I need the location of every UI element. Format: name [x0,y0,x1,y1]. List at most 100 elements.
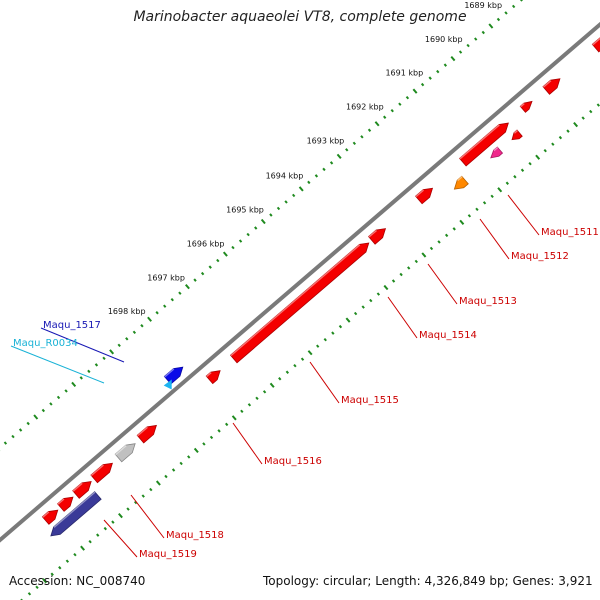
outer-scale-tick [246,232,250,237]
outer-scale-tick [374,121,380,127]
scale-label: 1695 kbp [226,206,264,215]
gene-feature [90,462,113,484]
gene-feature [56,496,74,512]
outer-scale-tick [49,402,53,406]
gene-feature [136,424,157,444]
outer-scale-tick [322,167,326,172]
inner-scale-tick [407,266,411,270]
genome-backbone [0,21,600,543]
inner-scale-tick [391,279,396,283]
inner-scale-tick [369,298,373,303]
inner-scale-tick [361,305,365,309]
outer-scale-tick [64,389,68,393]
gene-feature-highlight [72,482,83,492]
outer-scale-tick [504,11,508,15]
map-title: Marinobacter aquaeolei VT8, complete gen… [133,9,467,25]
inner-scale-tick [353,311,358,316]
scale-label: 1689 kbp [464,1,502,10]
inner-scale-tick [171,468,176,472]
outer-scale-tick [428,76,432,80]
inner-scale-tick [209,435,214,440]
gene-label: Maqu_R0034 [13,338,78,349]
outer-scale-tick [405,95,410,100]
inner-scale-tick [202,442,206,446]
inner-scale-tick [141,494,145,498]
gene-label: Maqu_1511 [541,227,599,238]
inner-scale-tick [581,116,585,120]
outer-scale-tick [208,265,212,269]
inner-scale-tick [179,461,183,466]
gene-feature-highlight [520,103,525,108]
inner-scale-tick [126,507,130,511]
inner-scale-tick [240,409,244,414]
outer-scale-tick [185,284,190,290]
inner-scale-tick [155,480,161,486]
gene-feature-highlight [513,130,518,134]
inner-scale-tick [331,331,335,335]
inner-scale-tick [399,272,403,277]
outer-scale-tick [147,316,152,322]
outer-scale-tick [511,4,516,9]
gene-feature-highlight [57,498,65,505]
label-leader-line [427,263,458,305]
label-leader-line [309,361,340,404]
outer-scale-tick [87,369,91,374]
inner-scale-tick [285,370,290,374]
accession-text: Accession: NC_008740 [9,574,146,588]
outer-scale-tick [71,381,77,388]
outer-scale-tick [33,414,39,420]
gene-feature [41,509,59,525]
outer-scale-tick [216,258,220,263]
inner-scale-tick [528,161,532,166]
scale-label: 1692 kbp [346,103,384,112]
gene-label: Maqu_1515 [341,395,399,406]
inner-scale-tick [255,396,259,401]
outer-scale-tick [466,43,470,48]
scale-label: 1691 kbp [385,69,423,78]
inner-scale-tick [262,390,267,394]
outer-scale-tick [436,69,440,74]
gene-feature [367,228,387,245]
inner-scale-tick [88,539,92,544]
inner-scale-tick [421,252,427,258]
inner-scale-tick [269,382,275,388]
gene-feature-highlight [90,464,104,477]
outer-scale-tick [41,408,46,413]
gene-feature-highlight [415,189,425,198]
inner-scale-tick [118,512,123,519]
inner-scale-tick [596,103,600,107]
inner-scale-tick [73,552,77,557]
outer-scale-tick [269,213,273,217]
inner-scale-tick [338,324,343,329]
inner-scale-tick [383,284,389,291]
outer-scale-tick [443,63,448,67]
outer-scale-tick [352,141,357,146]
gene-feature [205,370,221,385]
outer-scale-tick [170,297,174,302]
scale-label: 1693 kbp [307,137,345,146]
outer-scale-tick [140,324,144,328]
outer-scale-tick [231,245,235,250]
outer-scale-tick [450,55,456,62]
scale-label: 1698 kbp [108,307,146,316]
inner-scale-tick [429,246,434,251]
gene-feature-highlight [457,176,463,182]
inner-scale-tick [543,148,547,153]
outer-scale-tick [383,115,387,119]
inner-scale-tick [133,500,138,505]
label-leader-line [130,494,165,539]
outer-scale-tick [390,109,394,113]
inner-scale-tick [193,447,199,454]
gene-label: Maqu_1512 [511,251,569,262]
outer-scale-tick [178,291,182,295]
scale-label: 1690 kbp [425,35,463,44]
outer-scale-tick [398,102,402,106]
genome-summary-text: Topology: circular; Length: 4,326,849 bp… [263,574,593,588]
inner-scale-tick [467,214,472,218]
gene-feature-highlight [592,37,600,46]
gene-feature [519,100,533,113]
outer-scale-tick [109,349,115,355]
inner-scale-tick [103,526,107,531]
inner-scale-tick [231,415,237,421]
scale-label: 1694 kbp [266,172,304,181]
